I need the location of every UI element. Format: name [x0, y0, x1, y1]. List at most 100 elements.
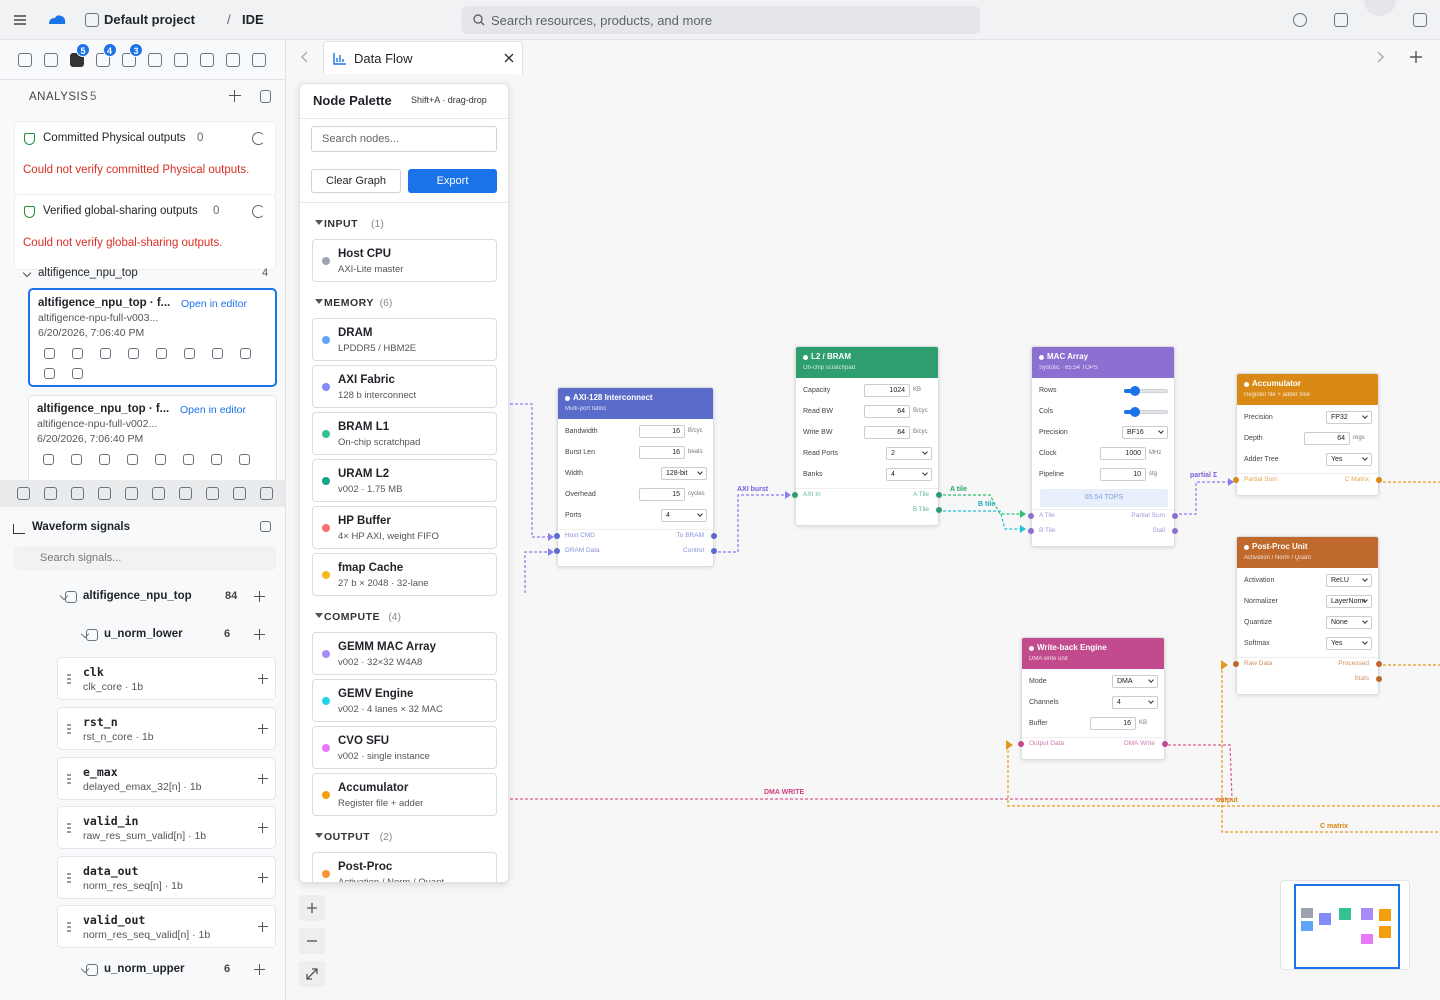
port-dot[interactable]	[1018, 741, 1024, 747]
signal-search[interactable]	[14, 546, 276, 570]
node-search[interactable]	[311, 126, 497, 152]
run-tool[interactable]	[71, 454, 82, 465]
run-tool[interactable]	[128, 348, 139, 359]
strip-icon[interactable]	[125, 487, 138, 500]
palette-item[interactable]: Post-Proc Activation / Norm / Quant	[312, 852, 497, 882]
strip-icon[interactable]	[152, 487, 165, 500]
flow-node[interactable]: AXI-128 Interconnect Multi-port fabric Ban…	[554, 387, 717, 567]
add-signal[interactable]	[254, 591, 265, 602]
add-signal[interactable]	[258, 873, 268, 883]
flow-node[interactable]: Post-Proc Unit Activation / Norm / Quant A…	[1233, 536, 1382, 695]
signal-card[interactable]: data_out norm_res_seq[n] · 1b	[57, 856, 276, 899]
run-action[interactable]: Open in editor	[180, 404, 246, 416]
toolbar-icon[interactable]	[174, 53, 188, 67]
tab-prev[interactable]	[300, 51, 310, 63]
export-button[interactable]	[408, 169, 497, 193]
slider-knob[interactable]	[1130, 386, 1140, 396]
run-tool[interactable]	[184, 348, 195, 359]
zoom-in[interactable]	[299, 895, 325, 921]
tab-next[interactable]	[1376, 51, 1386, 63]
flow-node[interactable]: Write-back Engine DMA write unit Mode DMA Ch…	[1018, 637, 1168, 760]
add-signal[interactable]	[258, 823, 268, 833]
port-dot[interactable]	[936, 492, 942, 498]
flow-node[interactable]: L2 / BRAM On-chip scratchpad Capacity 1024 K…	[792, 346, 942, 526]
field-input[interactable]: 64	[864, 426, 910, 439]
run-tool[interactable]	[155, 454, 166, 465]
run-tool[interactable]	[211, 454, 222, 465]
port-dot[interactable]	[1172, 513, 1178, 519]
run-tool[interactable]	[240, 348, 251, 359]
signal-card[interactable]: rst_n rst_n_core · 1b	[57, 707, 276, 750]
add-signal[interactable]	[258, 922, 268, 932]
slider-knob[interactable]	[1130, 407, 1140, 417]
palette-item[interactable]: Host CPU AXI-Lite master	[312, 239, 497, 282]
port-dot[interactable]	[1376, 676, 1382, 682]
port-dot[interactable]	[711, 548, 717, 554]
toolbar-icon[interactable]	[226, 53, 240, 67]
field-select[interactable]: FP32	[1326, 411, 1372, 424]
field-select[interactable]: 4	[661, 509, 707, 522]
run-tool[interactable]	[239, 454, 250, 465]
delete-icon[interactable]	[260, 90, 271, 103]
flow-node[interactable]: MAC Array Systolic · 65.54 TOPS Rows Cols Pr…	[1028, 346, 1178, 547]
palette-item[interactable]: AXI Fabric 128 b interconnect	[312, 365, 497, 408]
run-tool[interactable]	[72, 348, 83, 359]
add-icon[interactable]	[229, 90, 241, 102]
field-input[interactable]: 16	[639, 425, 685, 438]
strip-icon[interactable]	[17, 487, 30, 500]
toolbar-icon[interactable]	[18, 53, 32, 67]
add-signal[interactable]	[254, 629, 265, 640]
field-input[interactable]: 16	[1090, 717, 1136, 730]
strip-icon[interactable]	[206, 487, 219, 500]
palette-item[interactable]: GEMM MAC Array v002 · 32×32 W4A8	[312, 632, 497, 675]
menu-icon[interactable]	[13, 13, 27, 27]
clear-button[interactable]	[311, 169, 401, 193]
search-box[interactable]: Search resources, products, and more	[461, 6, 980, 34]
run-tool[interactable]	[99, 454, 110, 465]
port-dot[interactable]	[1028, 513, 1034, 519]
field-input[interactable]: 15	[639, 488, 685, 501]
field-select[interactable]: BF16	[1122, 426, 1168, 439]
run-tool[interactable]	[156, 348, 167, 359]
port-dot[interactable]	[711, 533, 717, 539]
field-input[interactable]: 1000	[1100, 447, 1146, 460]
palette-item[interactable]: GEMV Engine v002 · 4 lanes × 32 MAC	[312, 679, 497, 722]
signal-card[interactable]: e_max delayed_emax_32[n] · 1b	[57, 757, 276, 800]
run-tool[interactable]	[127, 454, 138, 465]
field-select[interactable]: LayerNorm	[1326, 595, 1372, 608]
run-tool[interactable]	[183, 454, 194, 465]
strip-icon[interactable]	[44, 487, 57, 500]
mode[interactable]: IDE	[242, 12, 264, 27]
run-card[interactable]: altifigence_npu_top · f... Open in editor…	[28, 395, 277, 485]
open-external[interactable]	[260, 521, 271, 532]
strip-icon[interactable]	[71, 487, 84, 500]
run-tool[interactable]	[72, 368, 83, 379]
run-tool[interactable]	[212, 348, 223, 359]
field-select[interactable]: 2	[886, 447, 932, 460]
zoom-out[interactable]	[299, 928, 325, 954]
palette-item[interactable]: URAM L2 v002 · 1.75 MB	[312, 459, 497, 502]
tops-button[interactable]: 65.54 TOPS	[1040, 489, 1168, 507]
field-input[interactable]: 16	[639, 446, 685, 459]
field-select[interactable]: 4	[1112, 696, 1158, 709]
layout-icon[interactable]	[1413, 13, 1427, 27]
field-select[interactable]: None	[1326, 616, 1372, 629]
port-dot[interactable]	[936, 507, 942, 513]
tab-add[interactable]	[1410, 51, 1422, 63]
field-select[interactable]: ReLU	[1326, 574, 1372, 587]
panel-icon[interactable]	[1334, 13, 1348, 27]
signal-card[interactable]: valid_out norm_res_seq_valid[n] · 1b	[57, 905, 276, 948]
toolbar-icon[interactable]	[148, 53, 162, 67]
refresh-icon[interactable]	[252, 205, 265, 218]
signal-card[interactable]: clk clk_core · 1b	[57, 657, 276, 700]
settings-icon[interactable]	[1293, 13, 1307, 27]
toolbar-icon[interactable]	[44, 53, 58, 67]
port-dot[interactable]	[1028, 528, 1034, 534]
palette-item[interactable]: CVO SFU v002 · single instance	[312, 726, 497, 769]
port-dot[interactable]	[1172, 528, 1178, 534]
strip-icon[interactable]	[233, 487, 246, 500]
palette-item[interactable]: HP Buffer 4× HP AXI, weight FIFO	[312, 506, 497, 549]
palette-item[interactable]: BRAM L1 On-chip scratchpad	[312, 412, 497, 455]
port-dot[interactable]	[1162, 741, 1168, 747]
field-select[interactable]: Yes	[1326, 637, 1372, 650]
